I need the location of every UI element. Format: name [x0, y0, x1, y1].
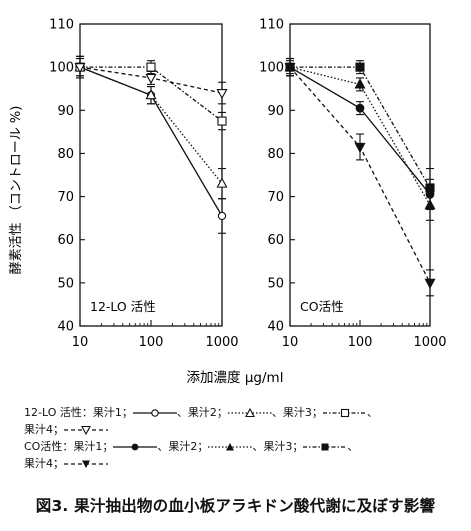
y-tick-label: 40	[57, 320, 74, 335]
data-point	[146, 62, 156, 72]
legend-label: 果汁4；	[24, 423, 64, 436]
y-tick-label: 50	[267, 276, 284, 291]
y-axis-label: 酵素活性 （コントロール %)	[9, 106, 24, 275]
legend-symbol-open-square-dashdot	[322, 408, 367, 417]
data-point	[284, 63, 296, 74]
legend-symbol-open-triangle-down-dashed	[64, 425, 108, 435]
legend-item-co-2: 、果汁2；	[157, 438, 253, 455]
legend-trail: 、	[366, 406, 378, 419]
data-point	[216, 177, 228, 188]
legend-symbol-filled-square-dashdot	[303, 443, 348, 450]
y-tick-label: 100	[49, 61, 74, 76]
y-tick-label: 70	[267, 190, 284, 205]
x-tick-label: 10	[282, 335, 299, 350]
panel-label: 12-LO 活性	[90, 299, 156, 314]
legend-item-12lo-1: 果汁1；	[93, 404, 177, 421]
data-point	[355, 62, 365, 72]
legend-item-12lo-4: 果汁4；	[24, 421, 108, 438]
series-line	[289, 66, 431, 284]
data-point	[355, 103, 365, 113]
x-axis-label: 添加濃度 μg/ml	[187, 370, 284, 386]
y-tick-label: 80	[57, 147, 74, 162]
figure-caption: 図3. 果汁抽出物の血小板アラキドン酸代謝に及ぼす影響	[35, 497, 436, 515]
legend-row-12lo: 12-LO 活性： 果汁1； 、果汁2； 、果汁3； 、	[24, 404, 378, 421]
x-tick-label: 100	[348, 335, 373, 350]
y-tick-label: 90	[267, 104, 284, 119]
y-tick-label: 60	[267, 233, 284, 248]
legend-row-12lo-b: 果汁4；	[24, 421, 378, 438]
series-line	[79, 66, 223, 185]
series-line	[289, 66, 431, 206]
y-tick-label: 70	[57, 190, 74, 205]
legend-group-co: CO活性：	[24, 440, 74, 453]
legend-label: 果汁4；	[24, 457, 64, 470]
y-tick-label: 110	[259, 18, 284, 33]
y-tick-label: 50	[57, 276, 74, 291]
y-tick-label: 60	[57, 233, 74, 248]
y-tick-label: 40	[267, 320, 284, 335]
legend-item-12lo-3: 、果汁3；	[272, 404, 367, 421]
x-tick-label: 100	[139, 335, 164, 350]
y-tick-label: 90	[57, 104, 74, 119]
series-4	[284, 57, 436, 297]
legend: 12-LO 活性： 果汁1； 、果汁2； 、果汁3； 、 果汁4；	[24, 404, 378, 472]
data-point	[145, 89, 157, 100]
data-point	[425, 183, 435, 193]
series-line	[80, 66, 223, 122]
data-point	[74, 63, 86, 74]
legend-item-co-4: 果汁4；	[24, 455, 108, 472]
legend-item-12lo-2: 、果汁2；	[177, 404, 272, 421]
x-tick-label: 1000	[205, 335, 238, 350]
legend-row-co-b: 果汁4；	[24, 455, 378, 472]
legend-label: 、果汁2；	[157, 440, 209, 453]
x-tick-label: 1000	[413, 335, 446, 350]
legend-symbol-filled-triangle-down-dashed	[64, 460, 108, 468]
legend-item-co-3: 、果汁3；	[252, 438, 348, 455]
legend-label: 果汁1；	[73, 440, 114, 453]
legend-row-co: CO活性： 果汁1； 、果汁2； 、果汁3； 、	[24, 438, 378, 455]
data-point	[217, 116, 227, 126]
data-point	[354, 142, 366, 154]
legend-group-12lo: 12-LO 活性：	[24, 406, 93, 419]
panel-12lo: 40 50 60 70 80 90 100 110 10 100 1000 12-LO 活性	[49, 18, 238, 351]
y-tick-label: 80	[267, 147, 284, 162]
legend-label: 、果汁3；	[271, 406, 323, 419]
legend-symbol-filled-triangle-dotted	[208, 442, 253, 450]
data-point	[424, 278, 436, 290]
y-tick-label: 110	[49, 18, 74, 33]
legend-trail: 、	[347, 440, 359, 453]
legend-label: 、果汁3；	[252, 440, 304, 453]
panel-label: CO活性	[300, 299, 344, 314]
data-point	[216, 88, 228, 100]
x-tick-label: 10	[72, 335, 89, 350]
y-tick-label: 100	[259, 61, 284, 76]
legend-item-co-1: 果汁1；	[73, 438, 158, 455]
data-point	[145, 73, 157, 85]
panel-co: 40 50 60 70 80 90 100 110 10 100 1000 CO活性	[259, 18, 446, 351]
data-point	[217, 211, 227, 221]
legend-symbol-open-triangle-dotted	[227, 407, 272, 417]
legend-label: 、果汁2；	[176, 406, 228, 419]
data-point	[354, 78, 366, 89]
series-4	[74, 57, 228, 105]
legend-symbol-open-circle-solid	[132, 408, 177, 417]
legend-symbol-filled-circle-solid	[113, 443, 158, 450]
legend-label: 果汁1；	[92, 406, 133, 419]
